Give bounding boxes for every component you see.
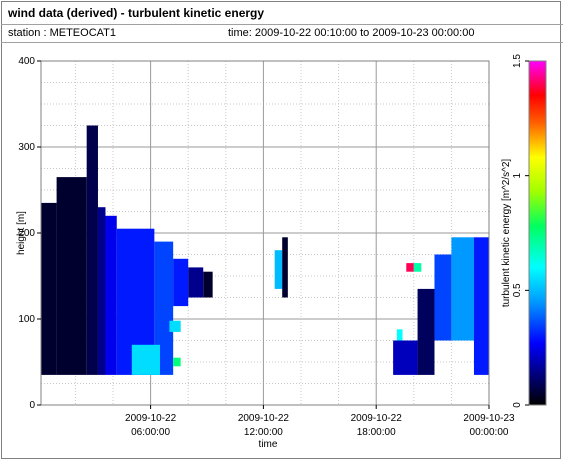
heatmap-cell <box>173 258 189 307</box>
x-tick-label-time: 12:00:00 <box>244 427 283 438</box>
heatmap-cell <box>154 241 174 375</box>
divider <box>1 42 563 43</box>
x-tick-label-time: 18:00:00 <box>357 427 396 438</box>
x-axis: 2009-10-22 06:00:00 2009-10-22 12:00:00 2009… <box>125 405 515 438</box>
y-tick-label: 400 <box>18 56 35 67</box>
y-tick-label: 100 <box>18 314 35 325</box>
colorbar-tick-label: 0 <box>512 402 523 408</box>
y-axis: 0 100 200 300 400 <box>18 56 41 411</box>
x-tick-label-date: 2009-10-22 <box>351 413 403 424</box>
heatmap-cell <box>86 125 98 375</box>
x-tick-label-date: 2009-10-22 <box>238 413 290 424</box>
heatmap-cell <box>131 344 161 375</box>
colorbar-tick-label: 0.5 <box>512 283 523 297</box>
heatmap-cell <box>451 237 474 341</box>
heatmap-cell <box>396 329 403 341</box>
colorbar-axis: 0 0.5 1 1.5 <box>512 54 529 408</box>
colorbar <box>528 60 547 406</box>
heatmap-cell <box>393 340 418 375</box>
heatmap-cell <box>417 288 435 375</box>
heatmap-cell <box>473 237 489 375</box>
heatmap-cell <box>274 250 283 289</box>
y-tick-label: 0 <box>29 400 35 411</box>
heatmap-cell <box>203 271 213 298</box>
heatmap-cell <box>406 263 414 272</box>
heatmap-cells <box>41 125 489 375</box>
heatmap-cell <box>413 263 422 272</box>
x-tick-label-time: 06:00:00 <box>131 427 170 438</box>
heatmap-cell <box>434 254 452 341</box>
station-label: station : METEOCAT1 <box>8 27 116 39</box>
chart-title: wind data (derived) - turbulent kinetic … <box>8 6 265 20</box>
colorbar-label: turbulent kinetic energy [m^2/s^2] <box>501 159 512 308</box>
heatmap-cell <box>169 320 181 332</box>
divider <box>1 24 563 25</box>
heatmap-cell <box>105 215 117 375</box>
time-range-label: time: 2009-10-22 00:10:00 to 2009-10-23 … <box>228 27 475 39</box>
colorbar-tick-label: 1 <box>512 172 523 178</box>
x-tick-label-time: 00:00:00 <box>470 427 509 438</box>
heatmap-cell <box>282 237 288 298</box>
heatmap-cell <box>41 202 57 375</box>
y-tick-label: 300 <box>18 142 35 153</box>
heatmap-cell <box>173 357 181 367</box>
heatmap-cell <box>56 177 87 375</box>
y-tick-label: 200 <box>18 228 35 239</box>
colorbar-tick-label: 1.5 <box>512 54 523 68</box>
x-tick-label-date: 2009-10-22 <box>125 413 177 424</box>
y-axis-label: height [m] <box>16 211 27 255</box>
x-axis-label: time <box>259 439 278 450</box>
heatmap-cell <box>188 267 204 298</box>
heatmap-cell <box>97 207 106 375</box>
x-tick-label-date: 2009-10-23 <box>463 413 515 424</box>
